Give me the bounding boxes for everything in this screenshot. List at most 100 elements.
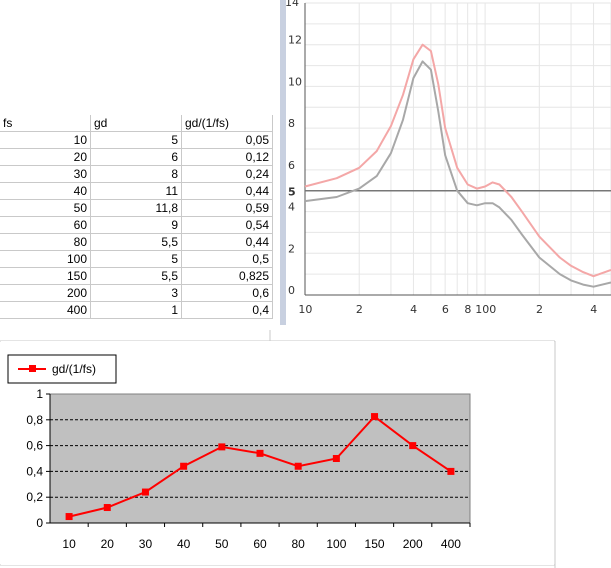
column-header[interactable]: gd xyxy=(90,115,182,132)
x-tick-label: 60 xyxy=(253,537,267,551)
table-cell[interactable]: 0,12 xyxy=(181,148,273,166)
y-tick-label: 0,6 xyxy=(26,439,43,453)
table-cell[interactable]: 80 xyxy=(0,233,91,251)
table-cell[interactable]: 0,05 xyxy=(181,131,273,149)
x-tick-label: 100 xyxy=(326,537,346,551)
column-header[interactable]: fs xyxy=(0,115,91,132)
data-point xyxy=(371,413,379,421)
table-cell[interactable]: 150 xyxy=(0,267,91,285)
data-point xyxy=(65,513,73,521)
table-cell[interactable]: 5,5 xyxy=(90,233,182,251)
table-row: 80 5,5 0,44 xyxy=(0,233,273,251)
x-tick-label: 100 xyxy=(475,303,496,316)
table-row: 30 8 0,24 xyxy=(0,165,273,183)
y-tick-label: 12 xyxy=(288,34,302,47)
table-cell[interactable]: 0,5 xyxy=(181,250,273,268)
chart-legend: gd/(1/fs) xyxy=(7,354,117,384)
table-cell[interactable]: 0,54 xyxy=(181,216,273,234)
table-row: 40 11 0,44 xyxy=(0,182,273,200)
y-tick-label: 0,8 xyxy=(26,413,43,427)
x-tick-label: 6 xyxy=(442,303,449,316)
x-tick-label: 400 xyxy=(441,537,461,551)
table-cell[interactable]: 30 xyxy=(0,165,91,183)
data-point xyxy=(218,443,226,451)
table-row: 400 1 0,4 xyxy=(0,301,273,319)
data-point xyxy=(409,442,417,450)
y-tick-label: 6 xyxy=(288,159,295,172)
x-tick-label: 150 xyxy=(365,537,385,551)
table-row: 10 5 0,05 xyxy=(0,131,273,149)
y-tick-label: 2 xyxy=(288,242,295,255)
x-tick-label: 4 xyxy=(590,303,597,316)
table-cell[interactable]: 6 xyxy=(90,148,182,166)
data-point xyxy=(447,467,455,475)
data-point xyxy=(103,504,111,512)
table-cell[interactable]: 3 xyxy=(90,284,182,302)
table-cell[interactable]: 5 xyxy=(90,131,182,149)
y-tick-label: 14 xyxy=(285,0,299,9)
y-tick-label: 8 xyxy=(288,117,295,130)
y-tick-label: 1 xyxy=(36,387,43,401)
y-tick-label: 0,4 xyxy=(26,464,43,478)
table-cell[interactable]: 0,44 xyxy=(181,182,273,200)
x-tick-label: 50 xyxy=(215,537,229,551)
x-tick-label: 20 xyxy=(101,537,115,551)
table-cell[interactable]: 100 xyxy=(0,250,91,268)
y-tick-label: 0 xyxy=(36,516,43,530)
data-table: fs gd gd/(1/fs) 10 5 0,05 20 6 0,12 30 8 0,24 40 11 0,… xyxy=(0,115,273,319)
legend-label: gd/(1/fs) xyxy=(52,362,96,376)
data-point xyxy=(180,462,188,470)
table-cell[interactable]: 5,5 xyxy=(90,267,182,285)
table-cell[interactable]: 400 xyxy=(0,301,91,319)
table-cell[interactable]: 0,24 xyxy=(181,165,273,183)
table-cell[interactable]: 0,59 xyxy=(181,199,273,217)
column-header[interactable]: gd/(1/fs) xyxy=(181,115,273,132)
x-tick-label: 30 xyxy=(139,537,153,551)
gd-ratio-chart: gd/(1/fs) 0 0,2 0,4 0,6 0,8 1 10 20 30 40 50 60 80 10… xyxy=(1,341,554,565)
x-tick-label: 80 xyxy=(292,537,306,551)
table-row: 150 5,5 0,825 xyxy=(0,267,273,285)
table-cell[interactable]: 11 xyxy=(90,182,182,200)
frequency-response-chart: 5 0 2 4 6 8 10 12 14 10 2 4 6 8 100 2 4 xyxy=(280,0,611,325)
reference-line-label: 5 xyxy=(288,186,296,199)
x-tick-label: 2 xyxy=(536,303,543,316)
table-cell[interactable]: 20 xyxy=(0,148,91,166)
x-tick-label: 4 xyxy=(410,303,417,316)
y-tick-label: 0,2 xyxy=(26,490,43,504)
y-tick-label: 0 xyxy=(288,284,295,297)
table-cell[interactable]: 40 xyxy=(0,182,91,200)
table-cell[interactable]: 8 xyxy=(90,165,182,183)
data-point xyxy=(256,449,264,457)
x-tick-label: 200 xyxy=(403,537,423,551)
data-point xyxy=(294,462,302,470)
table-cell[interactable]: 0,4 xyxy=(181,301,273,319)
plot-area xyxy=(49,393,471,524)
data-point xyxy=(141,488,149,496)
x-tick-label: 40 xyxy=(177,537,191,551)
table-cell[interactable]: 0,6 xyxy=(181,284,273,302)
x-tick-label: 2 xyxy=(356,303,363,316)
table-row: 200 3 0,6 xyxy=(0,284,273,302)
table-cell[interactable]: 50 xyxy=(0,199,91,217)
table-cell[interactable]: 5 xyxy=(90,250,182,268)
table-cell[interactable]: 200 xyxy=(0,284,91,302)
data-point xyxy=(332,455,340,462)
x-tick-label: 10 xyxy=(62,537,76,551)
chart-left-border xyxy=(280,0,286,325)
table-row: 100 5 0,5 xyxy=(0,250,273,268)
table-header-row: fs gd gd/(1/fs) xyxy=(0,115,273,132)
x-tick-label: 8 xyxy=(464,303,471,316)
table-row: 60 9 0,54 xyxy=(0,216,273,234)
table-row: 50 11,8 0,59 xyxy=(0,199,273,217)
series-line-1 xyxy=(304,43,611,278)
series-line-2 xyxy=(304,60,611,288)
x-tick-label: 10 xyxy=(298,303,312,316)
y-tick-label: 10 xyxy=(288,75,302,88)
table-cell[interactable]: 9 xyxy=(90,216,182,234)
table-cell[interactable]: 11,8 xyxy=(90,199,182,217)
table-cell[interactable]: 0,44 xyxy=(181,233,273,251)
table-cell[interactable]: 0,825 xyxy=(181,267,273,285)
table-cell[interactable]: 10 xyxy=(0,131,91,149)
table-cell[interactable]: 1 xyxy=(90,301,182,319)
table-cell[interactable]: 60 xyxy=(0,216,91,234)
